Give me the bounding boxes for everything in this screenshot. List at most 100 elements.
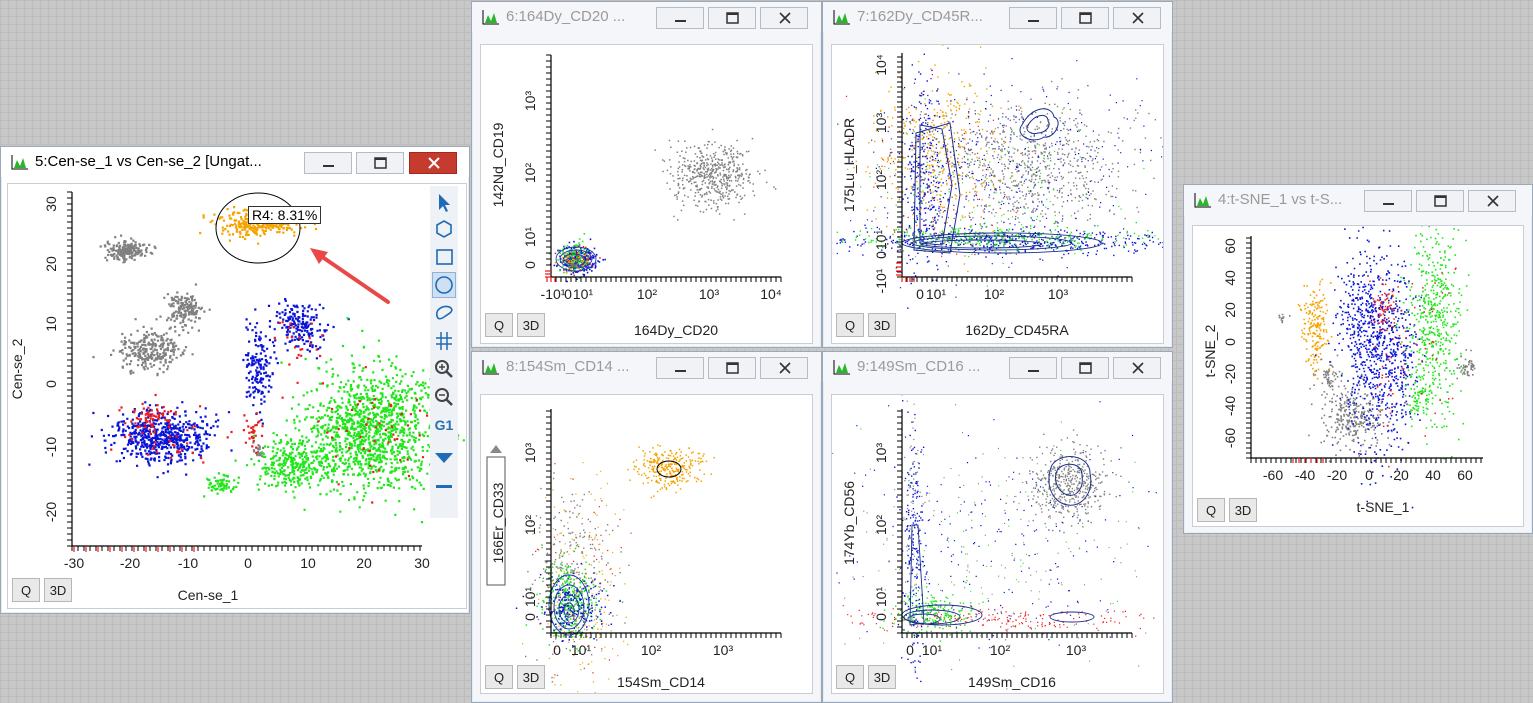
3d-button[interactable]: 3D (868, 313, 896, 337)
annotation-arrow (316, 252, 390, 304)
y-tick-label: 20 (43, 256, 59, 272)
minimize-button[interactable] (1364, 190, 1412, 212)
q-button[interactable]: Q (485, 313, 513, 337)
ellipse-gate-tool[interactable] (432, 272, 456, 298)
3d-button[interactable]: 3D (517, 313, 545, 337)
window-cd20-plot[interactable]: 6:164Dy_CD20 ... -10¹ 0 10¹ 10² 10³ 10⁴ 10³ 10²… (471, 1, 822, 348)
close-button[interactable] (760, 357, 808, 379)
window-cense-plot[interactable]: 5:Cen-se_1 vs Cen-se_2 [Ungat... -30 -20-… (0, 146, 470, 614)
close-button[interactable] (1113, 7, 1161, 29)
y-axis-title: 174Yb_CD56 (841, 481, 857, 565)
q-button[interactable]: Q (1197, 498, 1225, 522)
x-tick-label: -10¹ (541, 286, 566, 302)
y-tick-label: -60 (1222, 428, 1238, 448)
cense-scatter-plot[interactable]: -30 -20 -10 0 10 20 30 30 20 10 0 -10 -20 Cen-se_1 Cen… (8, 184, 466, 608)
close-button[interactable] (409, 152, 457, 174)
close-button[interactable] (1113, 357, 1161, 379)
title-bar[interactable]: 4:t-SNE_1 vs t-S... (1184, 185, 1532, 215)
polygon-gate-icon[interactable] (432, 216, 456, 242)
gate-g1-tool[interactable]: G1 (434, 417, 454, 433)
y-tick-label: 30 (43, 196, 59, 212)
point-cloud (118, 393, 177, 436)
collapse-bar-icon[interactable] (432, 474, 456, 500)
point-cloud (1005, 429, 1140, 534)
3d-button[interactable]: 3D (517, 665, 545, 689)
title-bar[interactable]: 5:Cen-se_1 vs Cen-se_2 [Ungat... (1, 147, 469, 177)
maximize-button[interactable] (1416, 190, 1464, 212)
3d-button[interactable]: 3D (868, 665, 896, 689)
title-bar[interactable]: 9:149Sm_CD16 ... (823, 352, 1172, 382)
q-button[interactable]: Q (485, 665, 513, 689)
plot-area[interactable]: 0 10¹ 10² 10³ 10⁴ 10³ 10² 10¹ 0 -10¹ 162Dy_CD45RA 1… (831, 44, 1164, 344)
y-axis-title: 166Er_CD33 (490, 482, 506, 563)
title-bar[interactable]: 8:154Sm_CD14 ... (472, 352, 821, 382)
cd16-cd56-plot[interactable]: 0 10¹ 10² 10³ 10³ 10² 10¹ 0 149Sm_CD16 174Yb_CD56 (832, 395, 1163, 693)
y-tick-label: 0 (43, 380, 59, 388)
title-bar[interactable]: 6:164Dy_CD20 ... (472, 2, 821, 32)
y-minor-ticks (67, 191, 72, 547)
freehand-gate-icon[interactable] (432, 300, 456, 326)
plot-app-icon (1194, 193, 1211, 208)
close-button[interactable] (1468, 190, 1516, 212)
plot-area[interactable]: -10¹ 0 10¹ 10² 10³ 10⁴ 10³ 10² 10¹ 0 164Dy_CD20 142… (480, 44, 813, 344)
q-button[interactable]: Q (836, 665, 864, 689)
maximize-button[interactable] (1061, 7, 1109, 29)
y-tick-label: 10² (522, 163, 538, 184)
plot-area[interactable]: -60 -40 -20 0 20 40 60 60 40 20 0 -20 -40 -60 t-SNE_1 t… (1192, 225, 1524, 527)
x-tick-label: -40 (1295, 467, 1315, 483)
maximize-button[interactable] (356, 152, 404, 174)
cd14-cd33-plot[interactable]: 0 10¹ 10² 10³ 10³ 10² 10¹ 0 154Sm_CD14 166Er_CD33 (481, 395, 812, 693)
y-tick-label: 10² (873, 515, 889, 536)
maximize-button[interactable] (708, 7, 756, 29)
contour-line (1049, 611, 1095, 623)
window-cd14-plot[interactable]: 8:154Sm_CD14 ... 0 10¹ 10² 10³ 10³ 10² 10¹ 0 154… (471, 351, 822, 703)
maximize-button[interactable] (708, 357, 756, 379)
minimize-button[interactable] (656, 7, 704, 29)
window-title: 8:154Sm_CD14 ... (506, 358, 630, 375)
3d-button[interactable]: 3D (44, 578, 72, 602)
point-cloud (901, 400, 930, 671)
window-title: 5:Cen-se_1 vs Cen-se_2 [Ungat... (35, 153, 262, 170)
zoom-out-icon[interactable] (432, 384, 456, 410)
contour-line (656, 460, 682, 478)
y-tick-label: 10² (522, 515, 538, 536)
window-cd16-plot[interactable]: 9:149Sm_CD16 ... 0 10¹ 10² 10³ 10³ 10² 10¹ 0 149… (822, 351, 1173, 703)
plot-area[interactable]: 0 10¹ 10² 10³ 10³ 10² 10¹ 0 154Sm_CD14 166Er_CD33… (480, 394, 813, 694)
x-axis-title: Cen-se_1 (178, 587, 239, 603)
window-cd45ra-plot[interactable]: 7:162Dy_CD45R... 0 10¹ 10² 10³ 10⁴ 10³ 10² 10¹ 0… (822, 1, 1173, 348)
point-cloud (895, 53, 952, 309)
x-tick-label: 40 (1425, 467, 1441, 483)
minimize-button[interactable] (656, 357, 704, 379)
region-r4-label[interactable]: R4: 8.31% (248, 206, 322, 224)
plot-area[interactable]: 0 10¹ 10² 10³ 10³ 10² 10¹ 0 149Sm_CD16 174Yb_CD56… (831, 394, 1164, 694)
quadrant-gate-icon[interactable] (432, 328, 456, 354)
x-tick-label: -20 (120, 555, 140, 571)
zoom-in-icon[interactable] (432, 356, 456, 382)
minimize-button[interactable] (304, 152, 352, 174)
title-bar[interactable]: 7:162Dy_CD45R... (823, 2, 1172, 32)
q-button[interactable]: Q (836, 313, 864, 337)
point-cloud (1312, 354, 1347, 406)
point-cloud (1297, 278, 1333, 380)
y-tick-label: 0 (522, 613, 538, 621)
minimize-button[interactable] (1009, 7, 1057, 29)
tsne-scatter-plot[interactable]: -60 -40 -20 0 20 40 60 60 40 20 0 -20 -40 -60 t-SNE_1 t… (1193, 226, 1523, 526)
rectangle-gate-icon[interactable] (432, 244, 456, 270)
x-tick-label: -20 (1327, 467, 1347, 483)
window-tsne-plot[interactable]: 4:t-SNE_1 vs t-S... -60 -40 -20 0 20 40 60 60 40… (1183, 184, 1533, 534)
gate-ellipse-r4 (215, 192, 301, 264)
point-cloud (860, 421, 1136, 662)
dropdown-triangle-icon[interactable] (432, 444, 456, 470)
point-cloud (1456, 349, 1476, 380)
q-button[interactable]: Q (12, 578, 40, 602)
cd45ra-hladr-plot[interactable]: 0 10¹ 10² 10³10⁴10³10²10¹0-10¹162Dy_CD45RA1… (832, 45, 1163, 343)
pointer-tool-icon[interactable] (432, 190, 456, 216)
point-cloud (273, 321, 324, 399)
maximize-button[interactable] (1061, 357, 1109, 379)
contour-line (553, 584, 585, 630)
3d-button[interactable]: 3D (1229, 498, 1257, 522)
plot-area[interactable]: -30 -20 -10 0 10 20 30 30 20 10 0 -10 -20 Cen-se_1 Cen… (7, 183, 467, 609)
close-button[interactable] (760, 7, 808, 29)
minimize-button[interactable] (1009, 357, 1057, 379)
